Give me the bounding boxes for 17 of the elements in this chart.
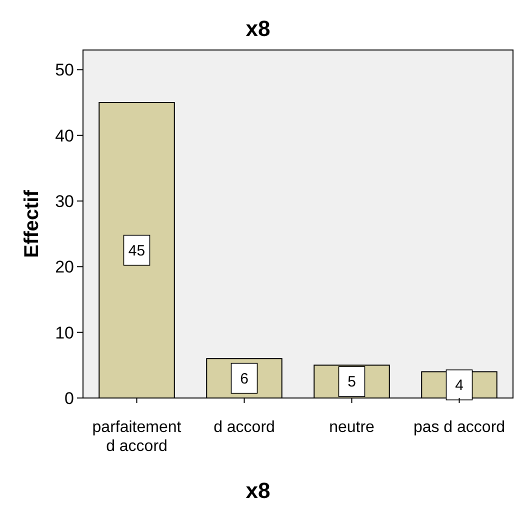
y-tick-label: 0 bbox=[64, 389, 74, 408]
y-tick-label: 10 bbox=[55, 323, 74, 342]
data-label: 6 bbox=[240, 370, 248, 388]
y-tick-label: 50 bbox=[55, 60, 74, 80]
x-tick-label: d accord bbox=[214, 419, 275, 436]
y-axis-title: Effectif bbox=[21, 190, 43, 258]
data-label: 45 bbox=[128, 242, 146, 260]
y-tick-label: 30 bbox=[55, 192, 74, 212]
y-tick-label: 20 bbox=[55, 258, 74, 277]
chart-title: x8 bbox=[246, 16, 270, 41]
y-tick-label: 40 bbox=[55, 126, 74, 146]
x-tick-label: pas d accord bbox=[413, 419, 506, 436]
data-label: 5 bbox=[348, 374, 356, 391]
x-axis-title: x8 bbox=[246, 478, 270, 503]
x-tick-label: neutre bbox=[329, 419, 375, 436]
data-label: 4 bbox=[455, 376, 464, 394]
x-tick-label: parfaitement d accord bbox=[92, 419, 182, 455]
